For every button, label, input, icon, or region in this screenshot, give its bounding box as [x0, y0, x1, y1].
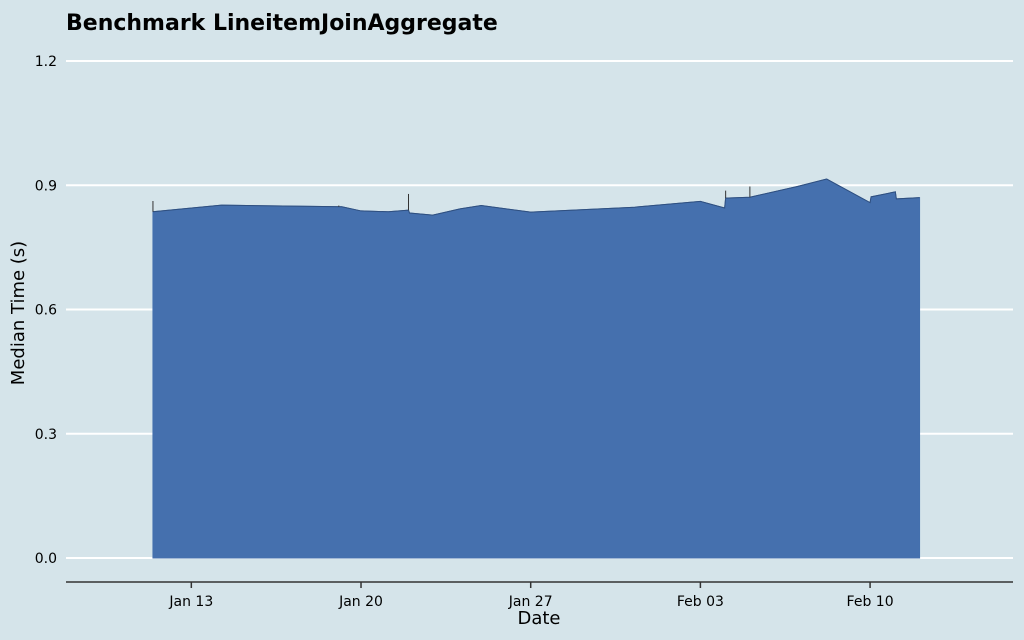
x-tick-label: Jan 13	[168, 594, 213, 610]
y-tick-label: 0.9	[35, 178, 57, 194]
x-axis-label: Date	[517, 608, 560, 629]
x-tick-label: Feb 03	[677, 594, 724, 610]
area-series-line	[152, 178, 920, 216]
axis-layer: 0.0 0.3 0.6 0.9 1.2 Jan 13 Jan 20 Jan 27 Feb 03 F…	[35, 54, 1013, 610]
errorbar-layer	[152, 186, 751, 212]
y-tick-label: 0.6	[35, 303, 57, 319]
y-tick-label: 0.0	[35, 551, 57, 567]
area-series	[152, 178, 921, 559]
x-tick-label: Jan 27	[508, 594, 553, 610]
x-tick-label: Feb 10	[847, 594, 894, 610]
y-tick-label: 1.2	[35, 54, 57, 70]
y-tick-label: 0.3	[35, 427, 57, 443]
x-tick-label: Jan 20	[338, 594, 383, 610]
y-axis-label: Median Time (s)	[8, 241, 29, 385]
area-layer	[152, 178, 921, 559]
chart-title: Benchmark LineitemJoinAggregate	[66, 11, 498, 36]
